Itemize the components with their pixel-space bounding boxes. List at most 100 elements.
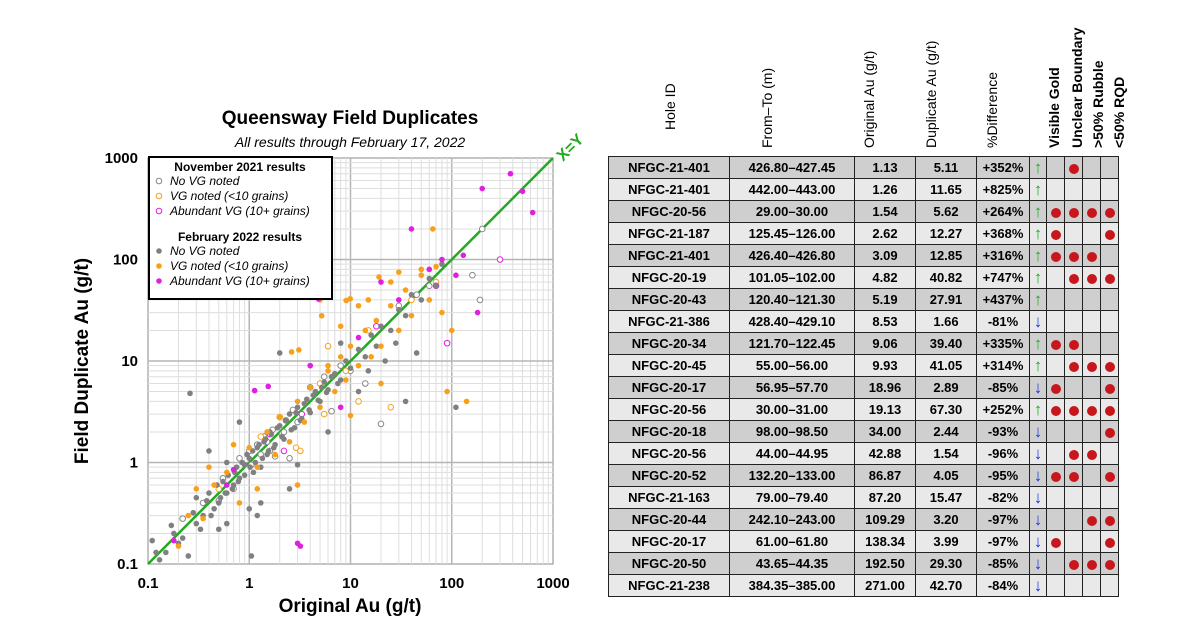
cell-flag [1046,332,1065,355]
table-row: NFGC-20-44 242.10–243.00 109.29 3.20 -97% ↓ [608,508,1119,531]
y-tick-label: 0.1 [117,556,138,573]
cell-hole-id: NFGC-20-50 [608,552,730,575]
data-point [206,464,212,470]
cell-original-au: 86.87 [854,464,916,487]
legend-marker [155,192,163,200]
data-point [220,478,226,485]
table-row: NFGC-21-401 426.80–427.45 1.13 5.11 +352% ↑ [608,156,1119,179]
flag-dot-icon [1050,229,1061,240]
data-point [236,454,243,462]
data-point [293,409,299,416]
data-point [153,549,159,556]
table-row: NFGC-21-401 426.40–426.80 3.09 12.85 +316% ↑ [608,244,1119,267]
cell-hole-id: NFGC-20-56 [608,442,730,465]
flag-dot-icon [1104,471,1115,482]
legend-marker [156,248,162,254]
arrow-up-icon: ↑ [1029,244,1047,267]
cell-pct-difference: +368% [976,222,1030,245]
data-point [274,424,281,431]
data-point [307,384,314,391]
cell-hole-id: NFGC-20-56 [608,398,730,421]
data-point [355,398,362,405]
legend-entry-label: No VG noted [170,244,240,258]
table-row: NFGC-21-163 79.00–79.40 87.20 15.47 -82% ↓ [608,486,1119,509]
cell-flag [1100,376,1119,399]
cell-flag [1046,178,1065,201]
cell-flag [1100,266,1119,289]
x-equals-y-line [147,157,554,565]
data-point [402,287,409,293]
cell-flag [1100,574,1119,597]
data-point [439,256,445,263]
header-original-au: Original Au (g/t) [861,50,877,148]
data-point [426,297,433,303]
data-point [318,312,325,319]
data-point [332,388,338,395]
flag-dot-icon [1050,383,1061,394]
y-tick-label: 1 [130,455,138,472]
data-point [215,526,222,533]
data-point [362,327,369,334]
cell-hole-id: NFGC-21-386 [608,310,730,333]
cell-flag [1082,530,1101,553]
data-point [396,306,402,313]
flag-dot-icon [1104,537,1115,548]
data-point [294,482,301,488]
cell-hole-id: NFGC-20-45 [608,354,730,377]
flag-dot-icon [1068,251,1079,262]
data-point [271,444,277,451]
cell-flag [1046,266,1065,289]
arrow-up-icon: ↑ [1029,222,1047,245]
cell-original-au: 2.62 [854,222,916,245]
table-row: NFGC-21-187 125.45–126.00 2.62 12.27 +368% ↑ [608,222,1119,245]
cell-flag [1064,222,1083,245]
data-point [257,433,265,440]
cell-from-to: 61.00–61.80 [729,530,855,553]
cell-from-to: 55.00–56.00 [729,354,855,377]
cell-flag [1100,552,1119,575]
legend-marker [156,263,162,269]
chart-title: Queensway Field Duplicates [222,108,479,129]
arrow-down-icon: ↓ [1029,552,1047,575]
data-point [453,272,459,279]
table-row: NFGC-20-18 98.00–98.50 34.00 2.44 -93% ↓ [608,420,1119,443]
cell-flag [1082,486,1101,509]
data-point [254,512,261,519]
cell-original-au: 5.19 [854,288,916,311]
arrow-down-icon: ↓ [1029,376,1047,399]
data-point [171,530,177,537]
table-row: NFGC-20-56 29.00–30.00 1.54 5.62 +264% ↑ [608,200,1119,223]
data-point [254,464,261,470]
cell-pct-difference: +825% [976,178,1030,201]
data-point [286,486,293,492]
cell-flag [1082,310,1101,333]
cell-flag [1064,398,1083,421]
cell-original-au: 271.00 [854,574,916,597]
cell-flag [1064,464,1083,487]
x-tick-label: 1 [245,575,253,592]
data-point [378,279,384,285]
cell-duplicate-au: 42.70 [915,574,977,597]
cell-duplicate-au: 39.40 [915,332,977,355]
cell-original-au: 192.50 [854,552,916,575]
data-point [315,397,322,404]
data-point [185,512,192,519]
table-row: NFGC-21-386 428.40–429.10 8.53 1.66 -81% ↓ [608,310,1119,333]
cell-flag [1064,420,1083,443]
arrow-up-icon: ↑ [1029,178,1047,201]
cell-duplicate-au: 11.65 [915,178,977,201]
data-point [396,297,402,303]
data-point [402,312,409,319]
cell-from-to: 43.65–44.35 [729,552,855,575]
data-point [396,269,402,275]
table-row: NFGC-20-19 101.05–102.00 4.82 40.82 +747% ↑ [608,266,1119,289]
flag-dot-icon [1086,251,1097,262]
cell-duplicate-au: 1.66 [915,310,977,333]
data-point [337,362,344,369]
data-point [337,323,344,330]
flag-dot-icon [1104,383,1115,394]
x-axis-label: Original Au (g/t) [279,596,422,617]
data-point [248,553,255,559]
data-point [463,398,470,405]
cell-hole-id: NFGC-21-401 [608,244,730,267]
